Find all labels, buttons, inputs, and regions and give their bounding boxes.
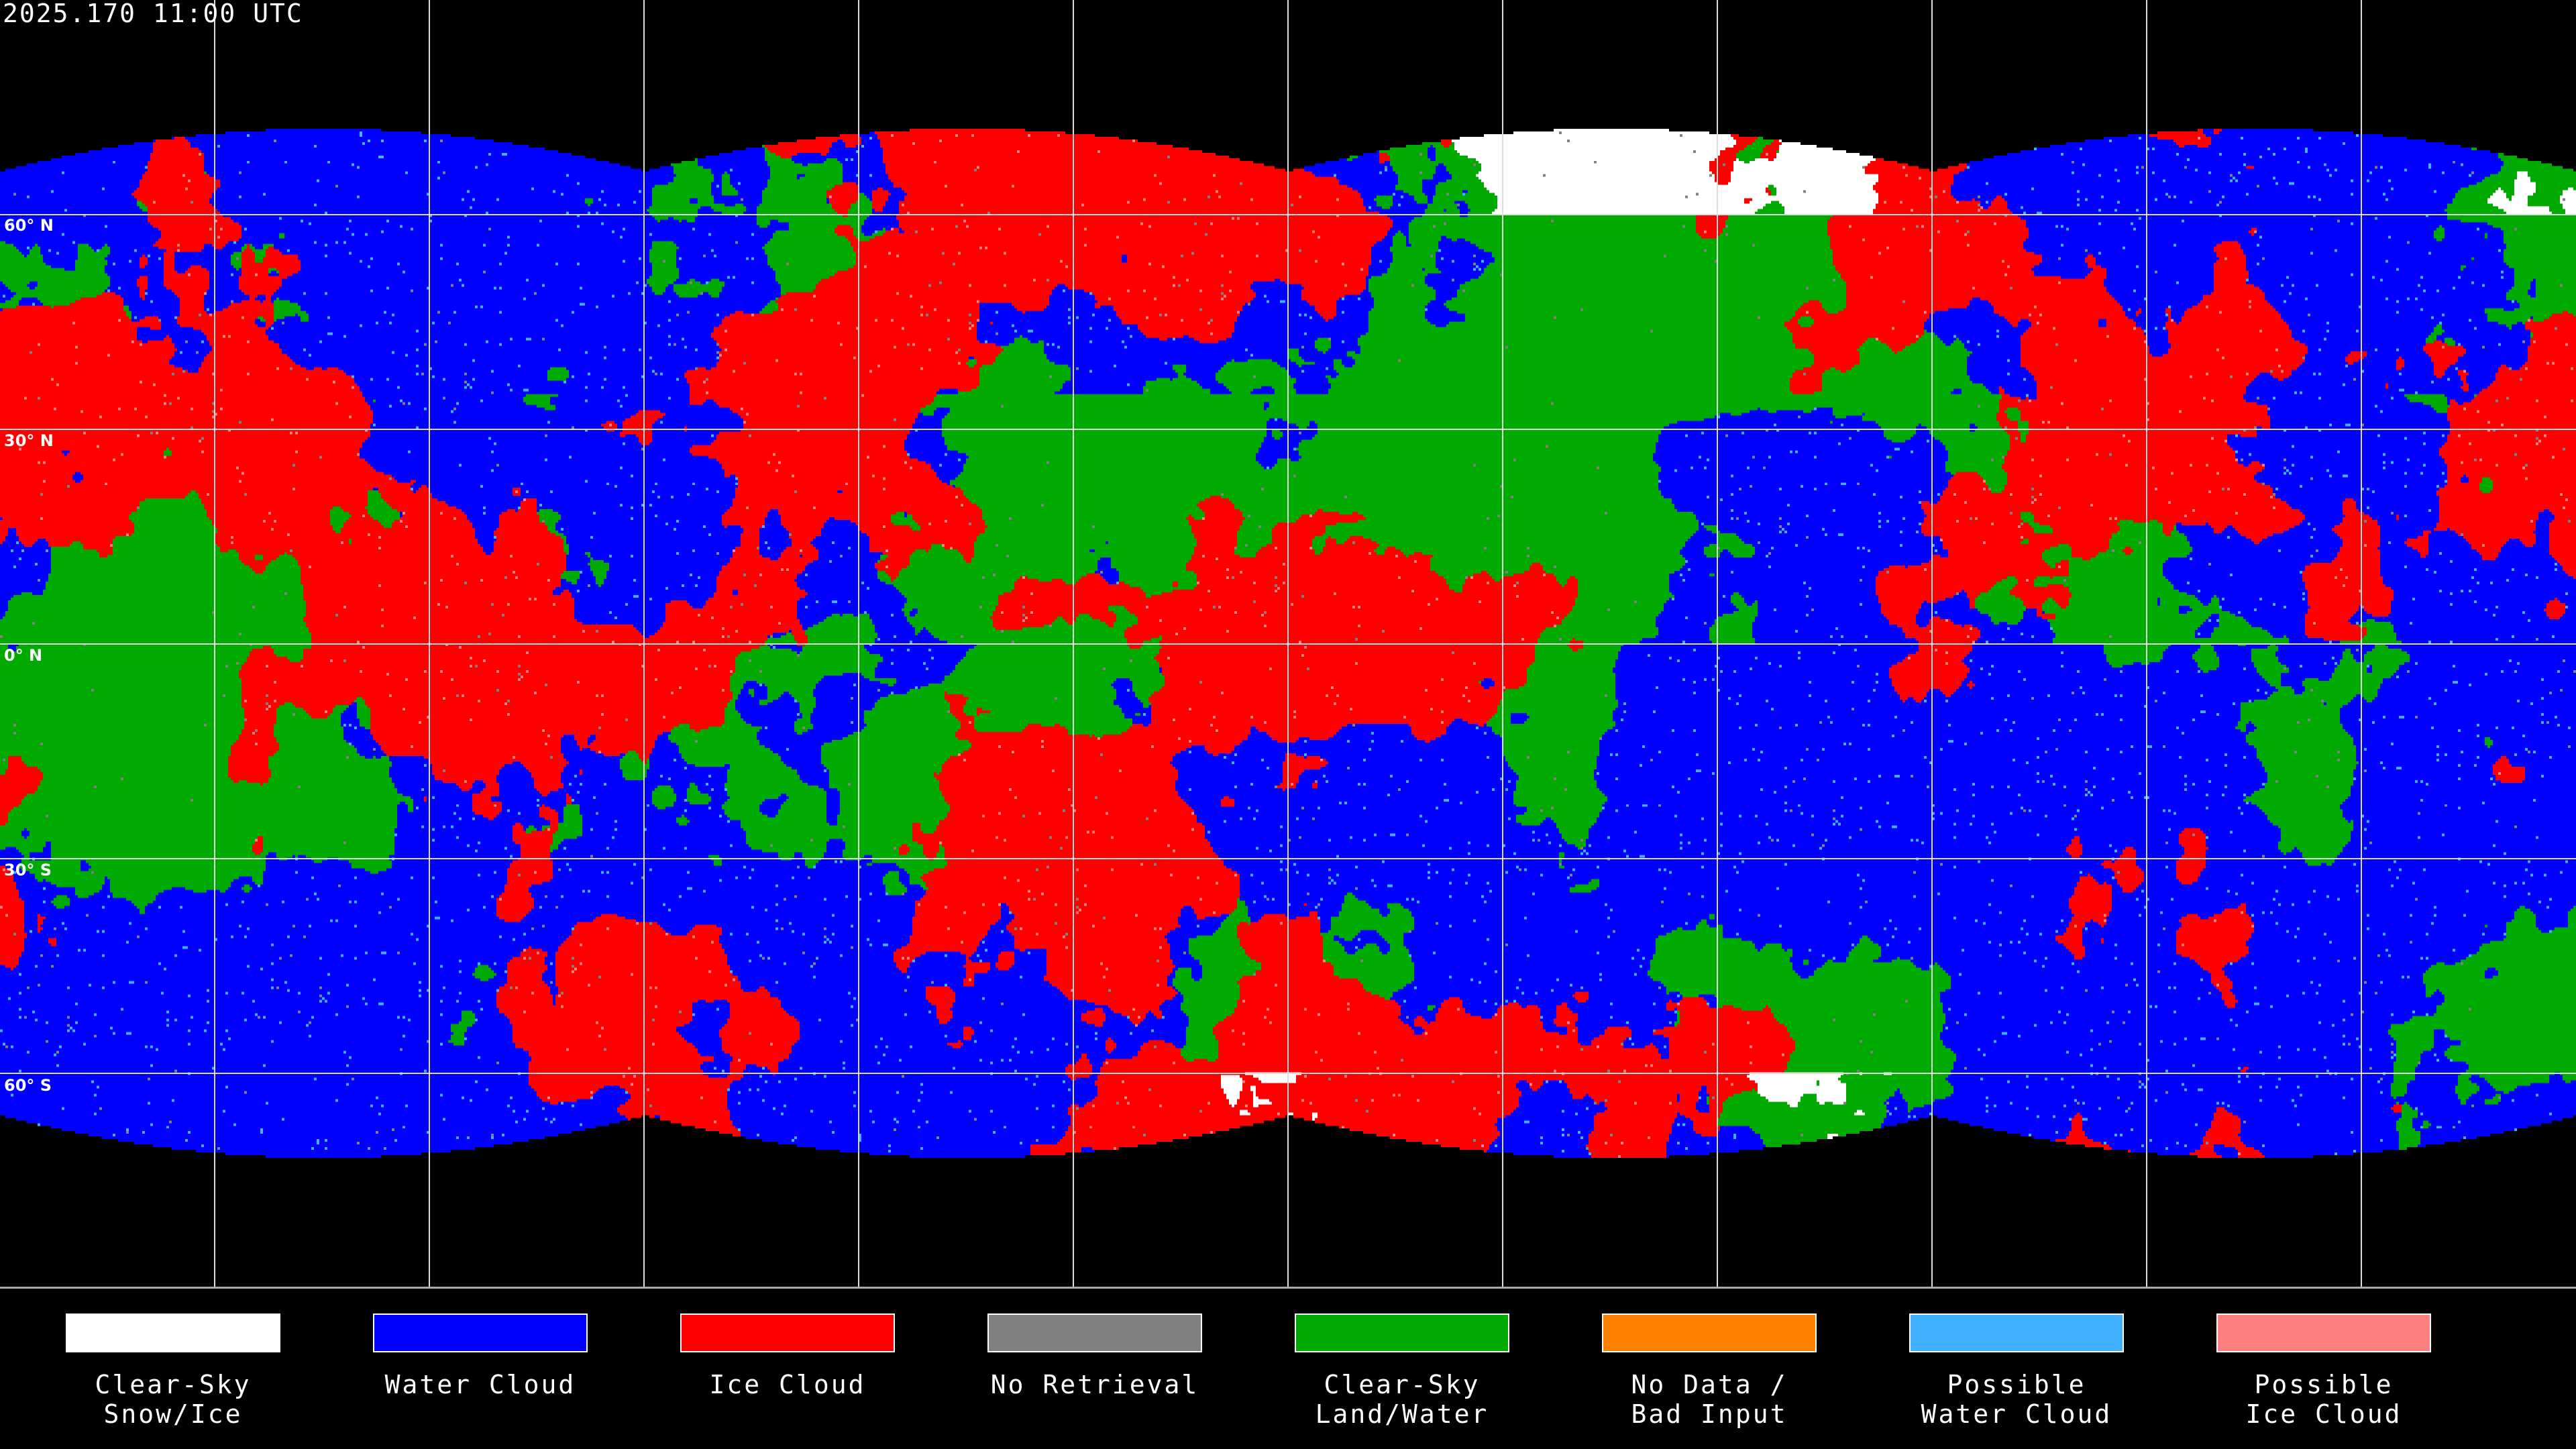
lat-lon-gridlines [0,0,2576,1287]
legend-swatch [373,1313,588,1352]
legend-swatch [680,1313,895,1352]
legend-item-no-retrieval: No Retrieval [922,1313,1229,1399]
legend-label: No Retrieval [990,1370,1199,1399]
lat-label-30s: 30° S [4,861,52,879]
legend-item-no-data: No Data / Bad Input [1536,1313,1843,1429]
legend-swatch [66,1313,280,1352]
legend-swatch [1295,1313,1509,1352]
legend-swatch [1602,1313,1817,1352]
lat-label-0n: 0° N [4,646,43,665]
legend-label: Ice Cloud [709,1370,866,1399]
legend-label: Water Cloud [384,1370,576,1399]
legend-label: Clear-Sky Snow/Ice [95,1370,252,1429]
legend-item-possible-ice-cloud: Possible Ice Cloud [2151,1313,2458,1429]
lat-label-30n: 30° N [4,431,54,450]
legend-label: No Data / Bad Input [1631,1370,1788,1429]
legend-label: Clear-Sky Land/Water [1315,1370,1489,1429]
lat-label-60s: 60° S [4,1076,52,1095]
legend-item-clear-sky-land-water: Clear-Sky Land/Water [1229,1313,1536,1429]
legend-swatch [2216,1313,2431,1352]
legend-item-ice-cloud: Ice Cloud [614,1313,922,1399]
legend-item-possible-water-cloud: Possible Water Cloud [1843,1313,2151,1429]
cloud-phase-map: 2025.170 11:00 UTC 60° N 30° N 0° N 30° … [0,0,2576,1289]
timestamp-title: 2025.170 11:00 UTC [3,0,303,28]
legend-swatch [987,1313,1202,1352]
legend-swatch [1909,1313,2124,1352]
lat-label-60n: 60° N [4,216,54,235]
legend-item-clear-sky-snow-ice: Clear-Sky Snow/Ice [0,1313,307,1429]
legend-label: Possible Ice Cloud [2245,1370,2402,1429]
legend-label: Possible Water Cloud [1921,1370,2112,1429]
legend-item-water-cloud: Water Cloud [307,1313,614,1399]
